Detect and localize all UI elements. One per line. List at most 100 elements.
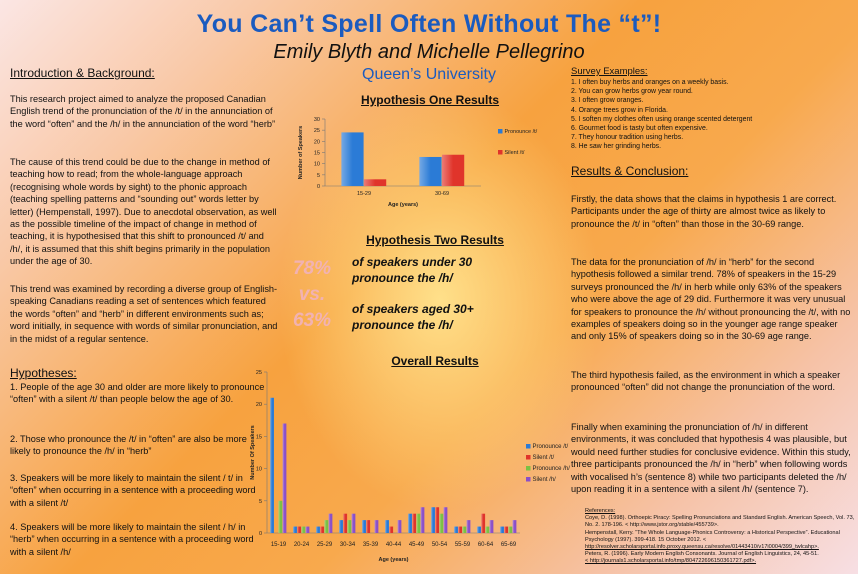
bar-pronouncet — [293, 526, 297, 533]
reference-2-link[interactable]: http://resolver.scholarsportal.info.prox… — [585, 544, 819, 551]
bar-silenth — [305, 526, 310, 533]
intro-heading: Introduction & Background: — [10, 66, 155, 80]
y-tick-label: 10 — [256, 467, 262, 473]
bar-pronouncet — [316, 526, 320, 533]
legend-label: Pronounce /h/ — [533, 466, 571, 472]
x-tick-label: 15-29 — [357, 191, 371, 197]
bar-pronounceh — [278, 500, 283, 533]
bar-silentt — [364, 179, 387, 186]
legend-swatch — [526, 455, 531, 460]
y-tick-label: 25 — [256, 370, 262, 376]
bar-pronouncet — [270, 397, 274, 533]
bar-silenth — [351, 513, 356, 533]
y-tick-label: 10 — [314, 162, 320, 168]
y-tick-label: 5 — [317, 173, 320, 179]
reference-3-link[interactable]: < http://journals1.scholarsportal.info/t… — [585, 558, 757, 565]
stat-over-30: 63% — [292, 310, 332, 331]
survey-item: 7. They honour tradition using herbs. — [571, 134, 684, 142]
poster-university: Queen’s University — [362, 66, 496, 83]
legend-swatch — [526, 444, 531, 449]
x-tick-label: 35-39 — [363, 542, 379, 548]
hypothesis-3: 3. Speakers will be more likely to maint… — [10, 473, 256, 508]
survey-item: 5. I soften my clothes often using orang… — [571, 115, 753, 123]
reference-2: Hempenstall, Kerry. “The Whole Language-… — [585, 529, 840, 543]
survey-item: 1. I often buy herbs and oranges on a we… — [571, 79, 729, 86]
bar-silenth — [282, 423, 287, 533]
results-paragraph-1: Firstly, the data shows that the claims … — [571, 194, 837, 229]
y-tick-label: 5 — [259, 499, 262, 505]
hypothesis-1: 1. People of the age 30 and older are mo… — [10, 382, 265, 405]
overall-heading: Overall Results — [391, 354, 479, 368]
bar-pronouncet — [385, 520, 389, 533]
bar-pronouncet — [362, 520, 366, 533]
bar-silentt — [442, 154, 465, 186]
bar-silentt — [320, 526, 325, 533]
bar-silentt — [343, 513, 348, 533]
stat-under-30-text: of speakers under 30 pronounce the /h/ — [352, 255, 473, 285]
x-tick-label: 45-49 — [409, 542, 425, 548]
bar-silenth — [512, 520, 517, 533]
bar-pronounceh — [439, 513, 444, 533]
y-tick-label: 0 — [259, 531, 262, 537]
bar-silentt — [297, 526, 302, 533]
y-tick-label: 20 — [314, 139, 320, 145]
hypothesis-4: 4. Speakers will be more likely to maint… — [10, 522, 254, 557]
y-axis-title: Number Of Speakers — [250, 425, 256, 479]
bar-silenth — [420, 507, 425, 533]
bar-pronouncet — [500, 526, 504, 533]
bar-pronounceh — [301, 526, 306, 533]
bar-pronounceh — [324, 520, 329, 533]
x-tick-label: 65-69 — [501, 542, 517, 548]
bar-silentt — [412, 513, 417, 533]
legend-label: Silent /t/ — [505, 150, 525, 156]
bar-pronouncet — [477, 526, 481, 533]
y-tick-label: 20 — [256, 402, 262, 408]
bar-silentt — [389, 526, 394, 533]
bar-silentt — [366, 520, 371, 533]
bar-pronouncet — [431, 507, 435, 533]
x-tick-label: 55-59 — [455, 542, 471, 548]
bar-silenth — [328, 513, 333, 533]
survey-list: 1. I often buy herbs and oranges on a we… — [571, 78, 856, 152]
bar-pronounceh — [347, 520, 352, 533]
hyp-one-chart: 0 5 10 15 20 25 30 15-29 30-69 Age (years) Number … — [298, 117, 538, 208]
intro-paragraph-3: This trend was examined by recording a d… — [10, 284, 278, 344]
bar-pronouncet — [341, 132, 364, 186]
bar-silenth — [374, 520, 379, 533]
y-tick-label: 0 — [317, 184, 320, 190]
results-paragraph-2: The data for the pronunciation of /h/ in… — [571, 257, 851, 342]
reference-3: Peters, R. (1996). Early Modern English … — [585, 551, 819, 558]
x-axis-title: Age (years) — [388, 202, 418, 208]
stat-over-30-text: of speakers aged 30+ pronounce the /h/ — [352, 302, 474, 332]
survey-item: 6. Gourmet food is tasty but often expen… — [571, 125, 708, 133]
hypothesis-2: 2. Those who pronounce the /t/ in “often… — [10, 434, 247, 457]
hyp-one-heading: Hypothesis One Results — [360, 93, 500, 107]
bar-silenth — [466, 520, 471, 533]
intro-paragraph-2: The cause of this trend could be due to … — [10, 157, 277, 267]
y-tick-label: 15 — [256, 434, 262, 440]
intro-paragraph-1: This research project aimed to analyze t… — [10, 94, 276, 129]
poster-authors: Emily Blyth and Michelle Pellegrino — [273, 41, 585, 63]
reference-1: Coye, D. (1998). Orthoepic Piracy: Spell… — [585, 515, 855, 529]
bar-pronouncet — [408, 513, 412, 533]
bar-silenth — [443, 507, 448, 533]
x-tick-label: 40-44 — [386, 542, 402, 548]
survey-item: 2. You can grow herbs grow year round. — [571, 88, 693, 96]
x-tick-label: 60-64 — [478, 542, 494, 548]
bar-pronounceh — [416, 513, 421, 533]
legend-label: Silent /t/ — [533, 455, 555, 461]
legend-swatch — [498, 150, 503, 155]
survey-item: 4. Orange trees grow in Florida. — [571, 106, 668, 114]
results-paragraph-4: Finally when examining the pronunciation… — [571, 422, 851, 495]
legend-label: Silent /h/ — [533, 477, 557, 483]
legend-swatch — [498, 129, 503, 134]
bar-silenth — [397, 520, 402, 533]
bar-silenth — [489, 520, 494, 533]
results-paragraph-3: The third hypothesis failed, as the envi… — [571, 370, 841, 393]
overall-chart: 0 5 10 15 20 25 15-19 20-24 25-29 30-34 35-39 40-44… — [250, 370, 571, 563]
results-heading: Results & Conclusion: — [571, 164, 689, 178]
bar-pronouncet — [339, 520, 343, 533]
bar-silentt — [458, 526, 463, 533]
legend-swatch — [526, 477, 531, 482]
bar-silentt — [481, 513, 486, 533]
